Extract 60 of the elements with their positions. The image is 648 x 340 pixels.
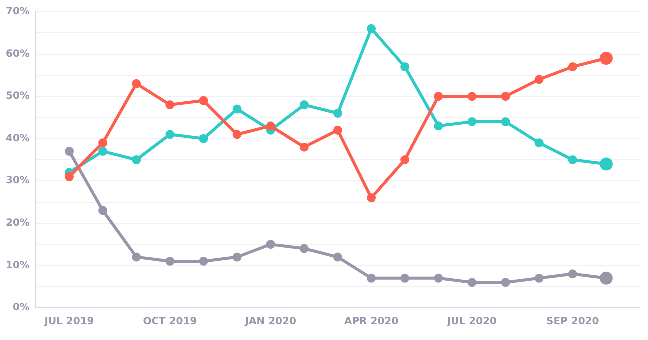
point: [266, 240, 276, 250]
y-tick-label: 10%: [6, 260, 30, 272]
y-tick-label: 20%: [6, 218, 30, 230]
point: [333, 126, 342, 135]
x-tick-label: JAN 2020: [244, 316, 296, 328]
x-tick-label: JUL 2019: [44, 316, 94, 328]
point: [434, 92, 444, 102]
point: [300, 142, 309, 152]
point: [232, 130, 242, 140]
point: [367, 24, 376, 34]
point: [534, 274, 544, 283]
point: [98, 206, 108, 216]
point: [468, 117, 477, 126]
point: [400, 156, 410, 164]
point: [534, 138, 544, 148]
point: [468, 92, 477, 102]
y-tick-label: 70%: [6, 6, 30, 18]
y-tick-label: 0%: [12, 302, 30, 314]
point: [333, 108, 342, 118]
y-tick-label: 30%: [6, 176, 30, 187]
point: [64, 172, 74, 182]
point: [501, 117, 510, 126]
point: [266, 122, 276, 131]
point: [98, 147, 108, 156]
point: [232, 252, 242, 262]
point: [132, 79, 142, 88]
point: [64, 147, 74, 156]
y-tick-label: 40%: [6, 133, 30, 144]
point: [367, 194, 376, 203]
point: [132, 156, 142, 164]
point: [300, 100, 309, 110]
y-tick-label: 50%: [6, 91, 30, 102]
point: [166, 256, 175, 266]
point: [568, 62, 578, 72]
point: [132, 252, 142, 262]
x-tick-label: JUL 2020: [446, 316, 498, 328]
point: [199, 134, 208, 144]
point: [400, 274, 410, 283]
x-tick-label: SEP 2020: [546, 316, 600, 328]
point: [367, 274, 376, 283]
point: [166, 130, 175, 140]
point: [434, 274, 444, 283]
point: [468, 278, 477, 288]
point: [333, 252, 342, 262]
x-tick-label: APR 2020: [344, 316, 399, 328]
point: [568, 270, 578, 279]
point: [400, 62, 410, 72]
point: [501, 92, 510, 102]
point: [199, 96, 208, 106]
point: [434, 122, 444, 131]
point: [199, 256, 208, 266]
x-tick-label: OCT 2019: [143, 316, 198, 328]
point: [534, 75, 544, 84]
point: [166, 100, 175, 110]
point: [232, 104, 242, 114]
point: [501, 278, 510, 288]
point: [300, 244, 309, 254]
y-tick-label: 60%: [6, 48, 30, 60]
point: [568, 156, 578, 164]
point: [98, 138, 108, 148]
